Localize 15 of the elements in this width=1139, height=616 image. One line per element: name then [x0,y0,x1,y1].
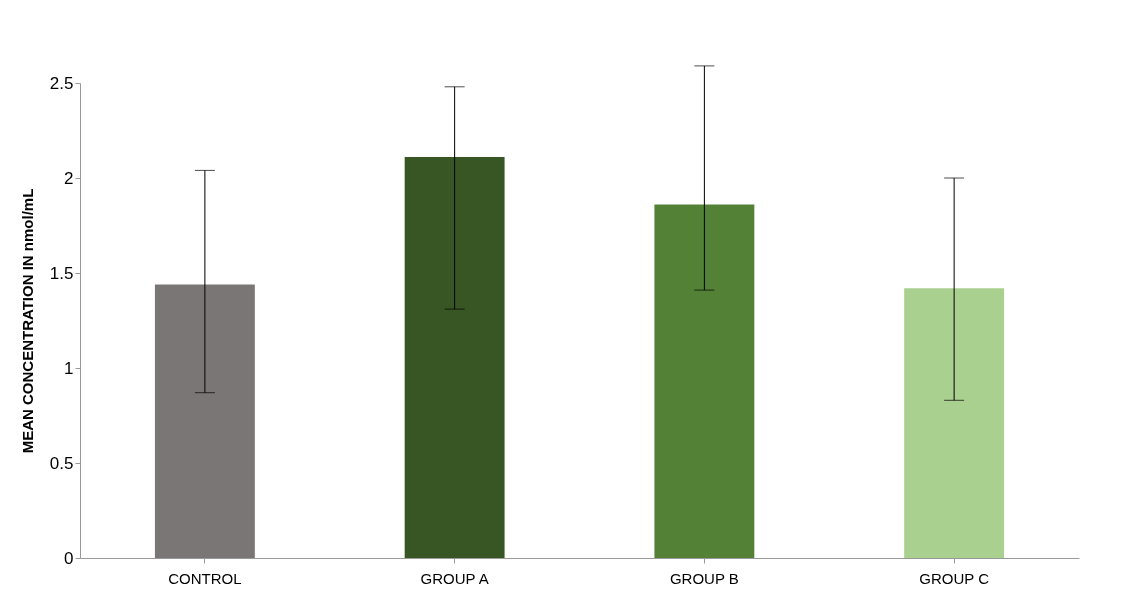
y-tick-label: 1.5 [49,263,74,283]
x-tick-label: GROUP B [669,569,739,587]
x-tick-label: GROUP A [420,569,489,587]
y-tick-label: 2.5 [49,73,74,93]
bar [154,284,255,558]
bar [404,157,505,558]
y-tick-label: 2 [64,168,74,188]
y-tick-label: 1 [64,358,74,378]
bar [904,288,1005,558]
bar [654,204,755,558]
x-tick-label: GROUP C [919,569,990,587]
x-tick-label: CONTROL [168,569,242,587]
y-axis-title: MEAN CONCENTRATION IN nmol/mL [18,188,36,454]
y-tick-label: 0.5 [49,453,74,473]
y-tick-label: 0 [64,548,74,568]
